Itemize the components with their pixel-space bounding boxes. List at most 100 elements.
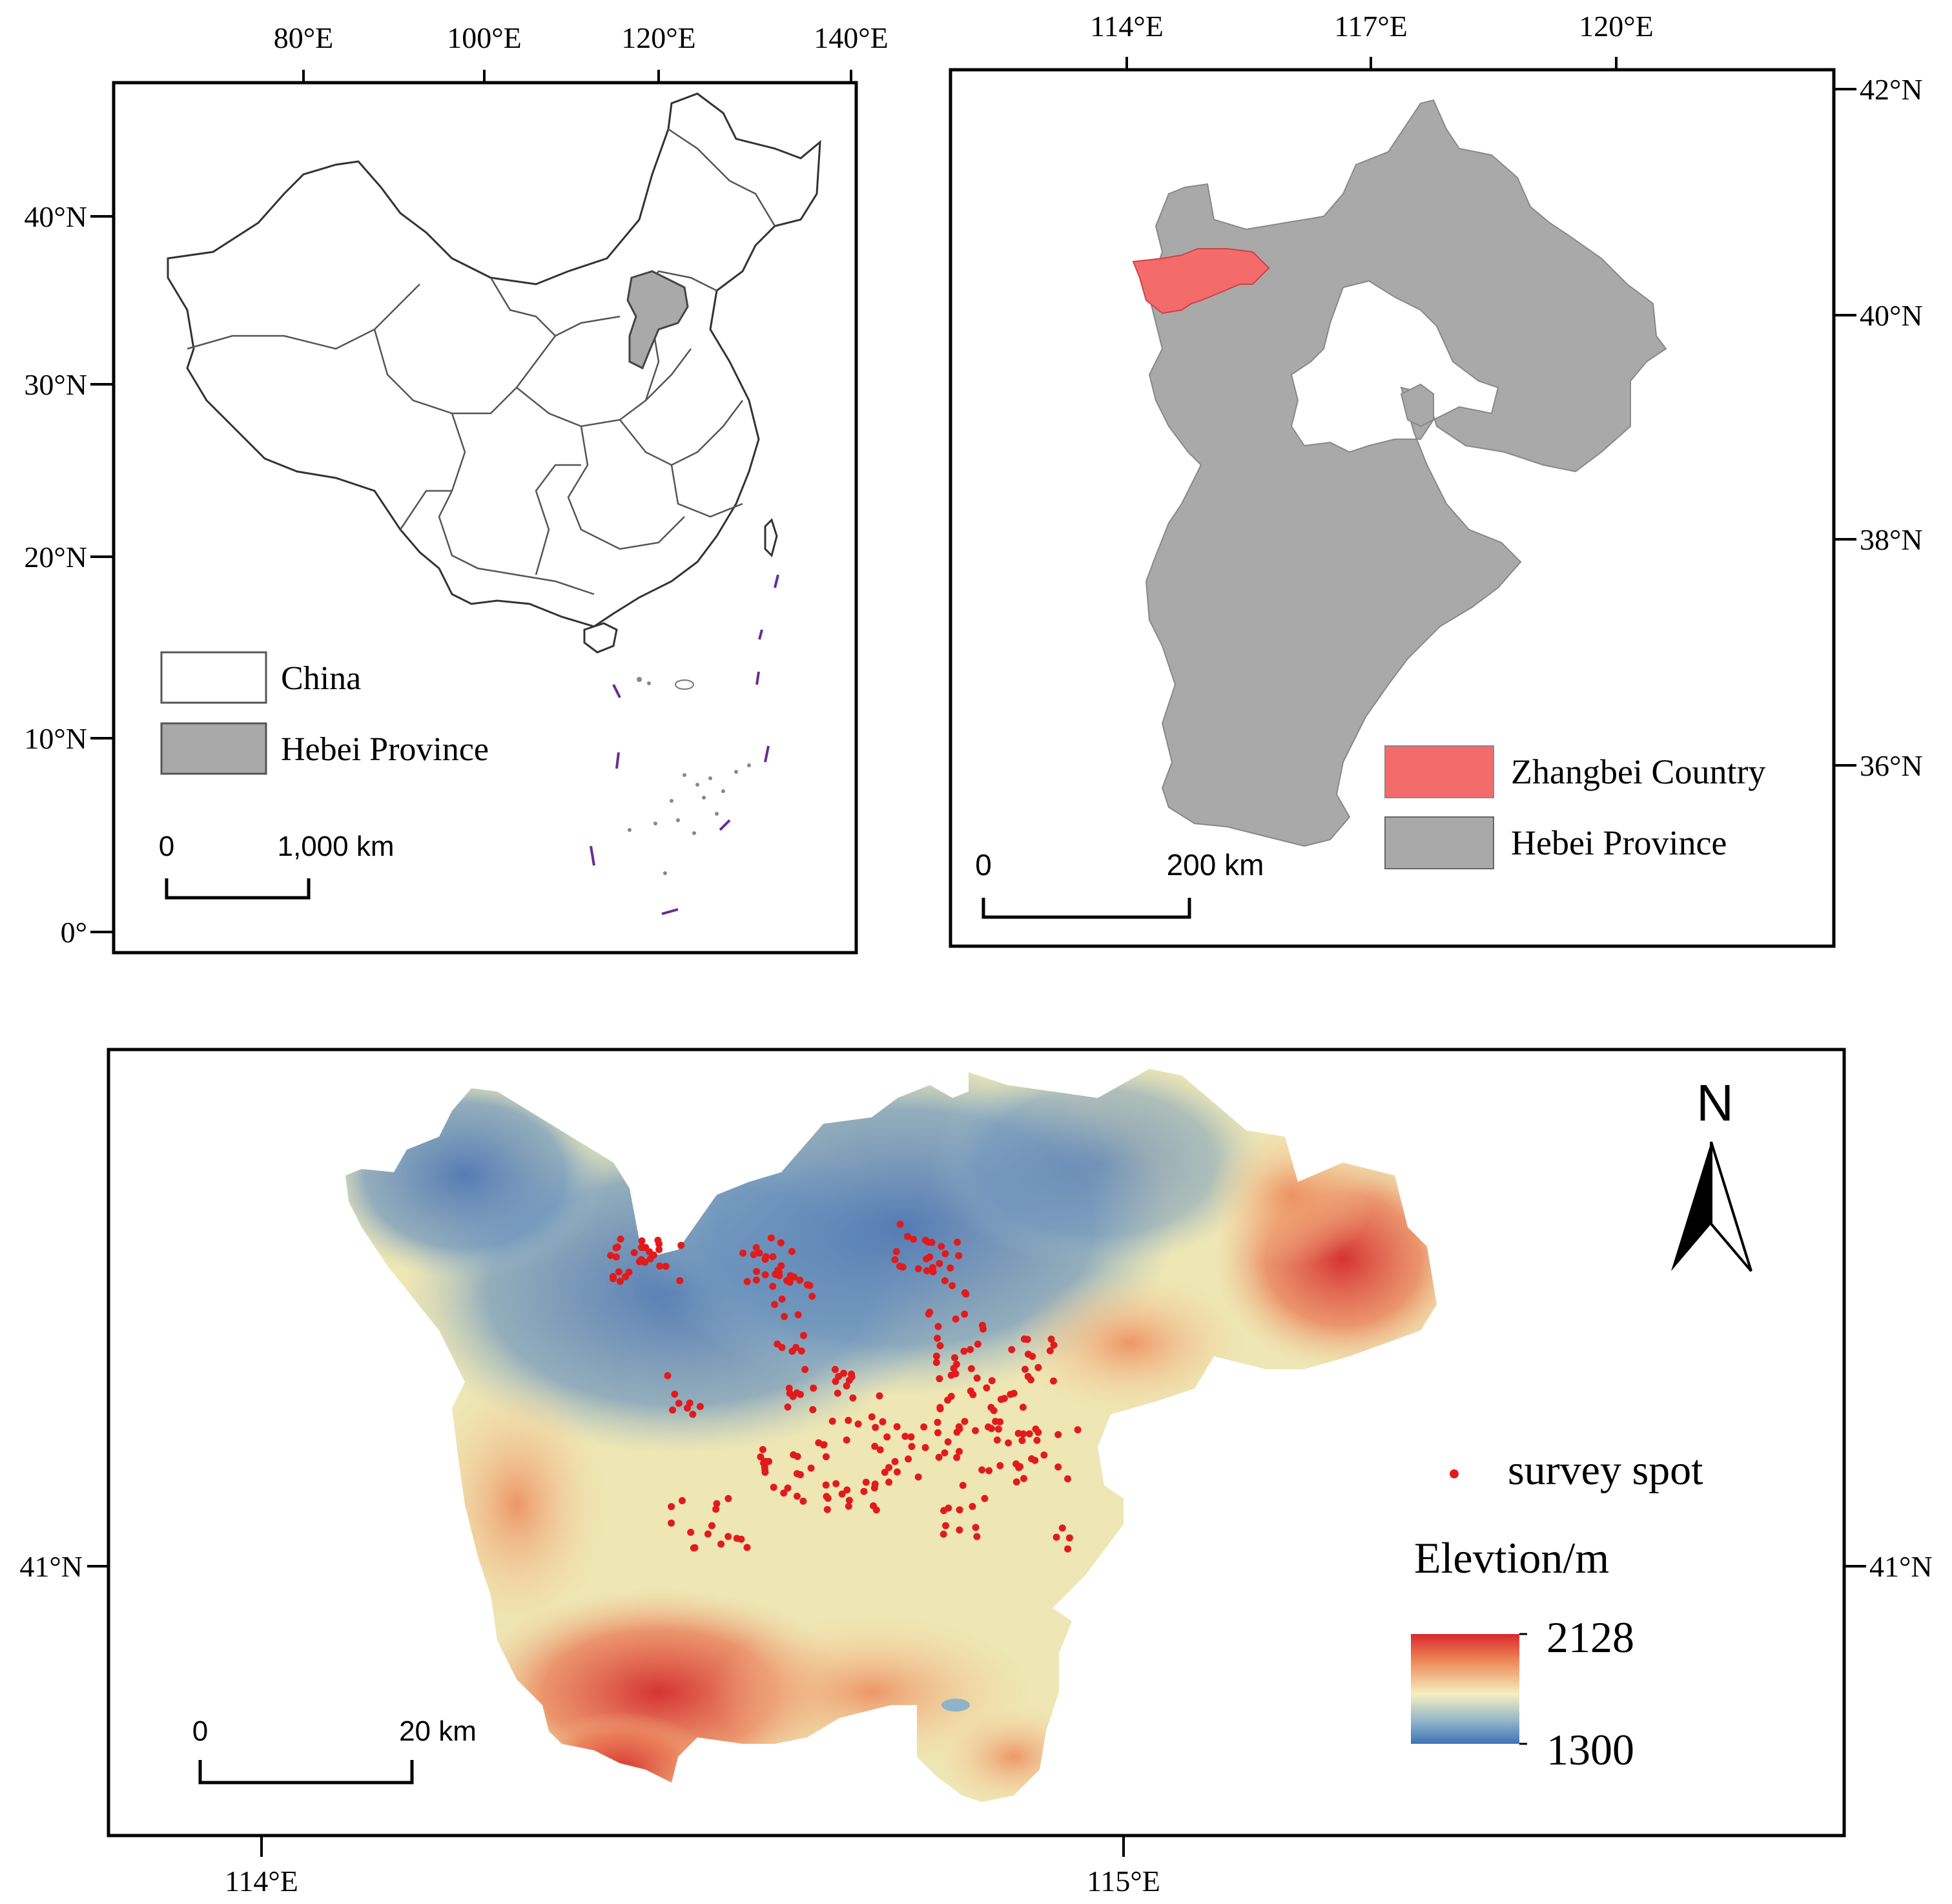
survey-spot-dot	[769, 1283, 777, 1290]
survey-spot-dot	[942, 1522, 949, 1529]
survey-spot-dot	[961, 1310, 969, 1318]
survey-spot-dot	[952, 1315, 960, 1323]
survey-spot-dot	[1050, 1341, 1058, 1349]
survey-spot-dot	[769, 1253, 777, 1261]
survey-spot-dot	[679, 1497, 686, 1504]
survey-spot-dot	[947, 1392, 955, 1400]
scale-a-bar	[165, 878, 311, 900]
survey-spot-dot	[801, 1365, 809, 1373]
survey-spot-dot	[996, 1418, 1004, 1425]
survey-spot-dot	[956, 1506, 963, 1514]
panel-b-lat-38: 38°N	[1860, 523, 1923, 556]
south-sea-dots	[628, 677, 751, 875]
survey-spot-dot	[771, 1301, 778, 1309]
scale-a-zero: 0	[159, 831, 174, 862]
panel-b-lon-117: 117°E	[1334, 10, 1408, 43]
survey-spot-dot	[708, 1522, 715, 1529]
survey-spot-dot	[932, 1359, 940, 1366]
survey-spot-dot	[713, 1500, 721, 1507]
survey-spot-dot	[959, 1482, 967, 1489]
survey-spot-dot	[868, 1413, 876, 1421]
survey-spot-dot	[790, 1273, 798, 1281]
survey-spot-dot	[928, 1239, 936, 1247]
survey-spot-dot	[743, 1278, 751, 1285]
scale-b-distance: 200 km	[1167, 848, 1264, 882]
panel-b-lon-114: 114°E	[1090, 10, 1164, 43]
survey-spot-dot	[973, 1533, 981, 1540]
survey-spot-dot	[894, 1468, 901, 1476]
survey-spot-dot	[940, 1507, 948, 1515]
survey-spot-dot	[822, 1453, 830, 1460]
survey-spot-dot	[687, 1529, 695, 1536]
survey-spot-dot	[905, 1455, 912, 1463]
survey-spot-dot	[952, 1360, 960, 1368]
survey-spot-dot	[834, 1389, 841, 1397]
survey-spot-dot	[935, 1453, 943, 1461]
survey-spot-dot	[1032, 1425, 1040, 1433]
survey-spot-dot	[967, 1346, 974, 1353]
survey-spot-dot	[615, 1268, 622, 1276]
survey-spot-dot	[956, 1447, 963, 1455]
panel-china-map: 80°E 100°E 120°E 140°E 40°N 30°N 20°N 10…	[24, 21, 889, 955]
survey-spot-dot	[757, 1453, 765, 1461]
survey-spot-dot	[879, 1418, 887, 1425]
survey-spot-dot	[934, 1323, 942, 1330]
survey-spot-dot	[925, 1310, 932, 1318]
survey-spot-dot	[988, 1425, 995, 1433]
survey-spot-dot	[934, 1429, 941, 1436]
survey-spot-dot	[1034, 1363, 1042, 1371]
survey-spot-dot	[668, 1503, 675, 1511]
survey-spot-dot	[793, 1470, 801, 1478]
survey-spot-dot	[770, 1484, 777, 1491]
survey-spot-dot	[1047, 1336, 1055, 1343]
survey-spot-dot	[797, 1347, 805, 1355]
survey-spot-dot	[952, 1370, 960, 1378]
survey-spot-dot	[907, 1433, 915, 1441]
survey-spot-dot	[862, 1478, 870, 1486]
survey-spot-dot	[1054, 1431, 1062, 1438]
taiwan-island	[764, 518, 778, 557]
survey-spot-dot	[743, 1544, 751, 1551]
survey-spot-dot	[622, 1273, 630, 1281]
survey-spot-dot	[794, 1493, 801, 1500]
survey-spot-dot	[840, 1369, 847, 1377]
hebei-exclave	[1400, 383, 1434, 428]
survey-spot-dot	[1046, 1347, 1054, 1354]
survey-spot-dot	[899, 1263, 907, 1271]
survey-spot-dot	[668, 1519, 675, 1527]
survey-spot-dot	[1053, 1533, 1060, 1541]
survey-spot-dot	[941, 1250, 949, 1257]
north-arrow-icon	[1671, 1141, 1752, 1272]
zhangbei-in-hebei	[1132, 248, 1270, 315]
survey-spot-dot	[664, 1372, 672, 1380]
survey-spot-dot	[1023, 1336, 1031, 1343]
survey-spot-dot	[956, 1526, 963, 1534]
survey-spot-dot	[1024, 1350, 1032, 1358]
legend-hebei-swatch	[160, 722, 267, 775]
survey-spot-dot	[778, 1295, 786, 1303]
survey-spot-dot	[1065, 1534, 1073, 1542]
survey-spot-dot	[960, 1347, 968, 1355]
survey-spot-dot	[870, 1502, 877, 1509]
survey-spot-dot	[1064, 1475, 1071, 1483]
survey-spot-dot	[985, 1467, 993, 1475]
survey-spot-dot	[921, 1236, 929, 1244]
survey-spot-dot	[676, 1277, 684, 1285]
survey-spot-dot	[849, 1394, 857, 1402]
survey-spot-dot	[914, 1265, 922, 1272]
survey-spot-dot	[750, 1251, 757, 1258]
survey-spot-dot	[777, 1239, 785, 1247]
survey-spot-dot	[1008, 1346, 1016, 1354]
survey-spot-dot	[936, 1342, 944, 1350]
survey-spot-dot	[1018, 1436, 1026, 1444]
survey-spot-dot	[901, 1433, 909, 1440]
survey-spot-dot	[940, 1530, 947, 1538]
survey-spot-dot	[838, 1490, 846, 1498]
survey-spot-dot	[921, 1444, 929, 1451]
survey-spot-dot	[843, 1486, 851, 1494]
survey-spot-dot	[978, 1321, 986, 1329]
scale-c-distance: 20 km	[399, 1715, 477, 1747]
hebei-province-shape	[1145, 99, 1667, 847]
survey-spot-dot	[876, 1392, 883, 1400]
survey-spot-dot	[936, 1259, 943, 1267]
